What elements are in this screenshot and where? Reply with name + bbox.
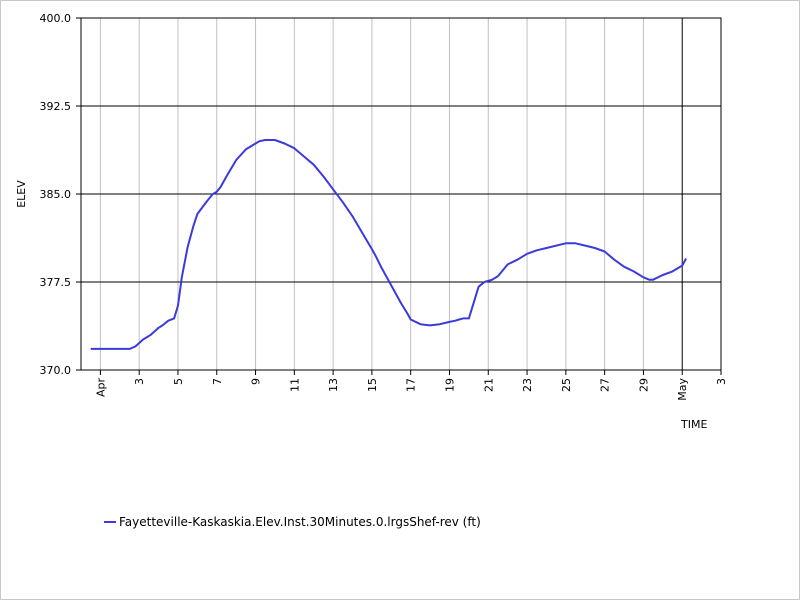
x-axis-ticks: Apr 3 5 7 9 11 13 15 17 19 21 23 25 27 29 May 3 <box>94 370 728 401</box>
y-tick-label: 377.5 <box>40 276 72 289</box>
y-tick-label: 392.5 <box>40 100 72 113</box>
x-tick-label: 13 <box>327 378 340 392</box>
series-lines <box>90 139 687 350</box>
x-tick-label: 5 <box>172 378 185 385</box>
y-axis-label: ELEV <box>15 180 28 208</box>
x-tick-label: 3 <box>715 378 728 385</box>
x-tick-label: 7 <box>211 378 224 385</box>
x-tick-label: 27 <box>599 378 612 392</box>
y-tick-label: 400.0 <box>40 12 72 25</box>
horizontal-grid <box>81 105 721 283</box>
y-tick-label: 385.0 <box>40 188 72 201</box>
legend-swatch <box>104 521 116 523</box>
y-axis-ticks: 370.0 377.5 385.0 392.5 400.0 <box>40 12 81 377</box>
x-tick-label: 19 <box>443 378 456 392</box>
x-tick-label: 9 <box>250 378 263 385</box>
x-tick-label: Apr <box>94 378 107 398</box>
x-tick-label: 3 <box>133 378 146 385</box>
x-tick-label: 15 <box>366 378 379 392</box>
x-tick-label: 23 <box>521 378 534 392</box>
series-line <box>90 139 687 350</box>
y-tick-label: 370.0 <box>40 364 72 377</box>
legend: Fayetteville-Kaskaskia.Elev.Inst.30Minut… <box>104 512 481 532</box>
x-tick-label: 25 <box>560 378 573 392</box>
x-tick-label: 29 <box>637 378 650 392</box>
x-axis-label: TIME <box>680 418 707 431</box>
x-tick-label: May <box>676 378 689 401</box>
x-tick-label: 21 <box>482 378 495 392</box>
x-tick-label: 11 <box>288 378 301 392</box>
legend-label: Fayetteville-Kaskaskia.Elev.Inst.30Minut… <box>119 515 481 529</box>
x-tick-label: 17 <box>405 378 418 392</box>
